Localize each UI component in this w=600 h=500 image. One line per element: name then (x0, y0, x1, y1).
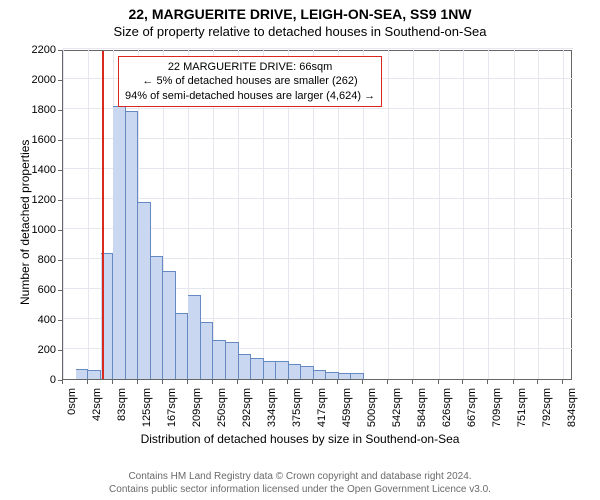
x-tick-label: 417sqm (316, 388, 328, 427)
y-tick-label: 2200 (0, 44, 56, 56)
x-tick-label: 834sqm (566, 388, 578, 427)
marker-line (102, 51, 104, 379)
bar (76, 369, 89, 380)
bar (226, 342, 239, 380)
bar (176, 313, 189, 379)
x-tick-label: 42sqm (91, 388, 103, 421)
bar (163, 271, 176, 379)
x-tick-label: 500sqm (366, 388, 378, 427)
bar (213, 340, 226, 379)
bar (126, 111, 139, 380)
info-line-3: 94% of semi-detached houses are larger (… (125, 89, 375, 103)
y-tick-label: 0 (0, 374, 56, 386)
x-tick-label: 626sqm (442, 388, 454, 427)
y-tick-label: 200 (0, 344, 56, 356)
x-tick-label: 167sqm (166, 388, 178, 427)
bar (151, 256, 164, 379)
x-tick-label: 292sqm (241, 388, 253, 427)
x-tick-label: 667sqm (466, 388, 478, 427)
x-tick-label: 0sqm (66, 388, 78, 415)
bar (113, 106, 126, 379)
bar (201, 322, 214, 379)
info-line-1: 22 MARGUERITE DRIVE: 66sqm (125, 60, 375, 74)
info-line-2: ← 5% of detached houses are smaller (262… (125, 74, 375, 88)
x-tick-label: 792sqm (541, 388, 553, 427)
chart-title: 22, MARGUERITE DRIVE, LEIGH-ON-SEA, SS9 … (0, 6, 600, 22)
x-axis-label: Distribution of detached houses by size … (0, 432, 600, 446)
x-tick-label: 542sqm (391, 388, 403, 427)
x-tick-label: 751sqm (517, 388, 529, 427)
bar (188, 295, 201, 379)
bar (138, 202, 151, 379)
bar (239, 354, 252, 380)
x-tick-label: 459sqm (341, 388, 353, 427)
bar (301, 366, 314, 380)
bar (88, 370, 101, 379)
footer-line-2: Contains public sector information licen… (0, 484, 600, 497)
bar (314, 370, 327, 379)
bar (276, 361, 289, 379)
info-box: 22 MARGUERITE DRIVE: 66sqm ← 5% of detac… (118, 56, 382, 107)
footer: Contains HM Land Registry data © Crown c… (0, 471, 600, 496)
x-tick-label: 709sqm (491, 388, 503, 427)
chart-container: 22, MARGUERITE DRIVE, LEIGH-ON-SEA, SS9 … (0, 0, 600, 500)
x-tick-label: 250sqm (216, 388, 228, 427)
x-tick-label: 125sqm (141, 388, 153, 427)
y-tick-label: 400 (0, 314, 56, 326)
x-tick-label: 584sqm (416, 388, 428, 427)
bar (339, 373, 352, 379)
x-tick-label: 334sqm (266, 388, 278, 427)
bar (326, 372, 339, 380)
footer-line-1: Contains HM Land Registry data © Crown c… (0, 471, 600, 484)
bar (351, 373, 364, 379)
bar (251, 358, 264, 379)
bar (264, 361, 277, 379)
y-axis-label: Number of detached properties (18, 140, 32, 305)
bar (289, 364, 302, 379)
x-tick-label: 83sqm (116, 388, 128, 421)
y-tick-label: 2000 (0, 74, 56, 86)
x-tick-label: 375sqm (291, 388, 303, 427)
titles: 22, MARGUERITE DRIVE, LEIGH-ON-SEA, SS9 … (0, 0, 600, 39)
x-tick-label: 209sqm (191, 388, 203, 427)
chart-subtitle: Size of property relative to detached ho… (0, 24, 600, 39)
y-tick-label: 1800 (0, 104, 56, 116)
